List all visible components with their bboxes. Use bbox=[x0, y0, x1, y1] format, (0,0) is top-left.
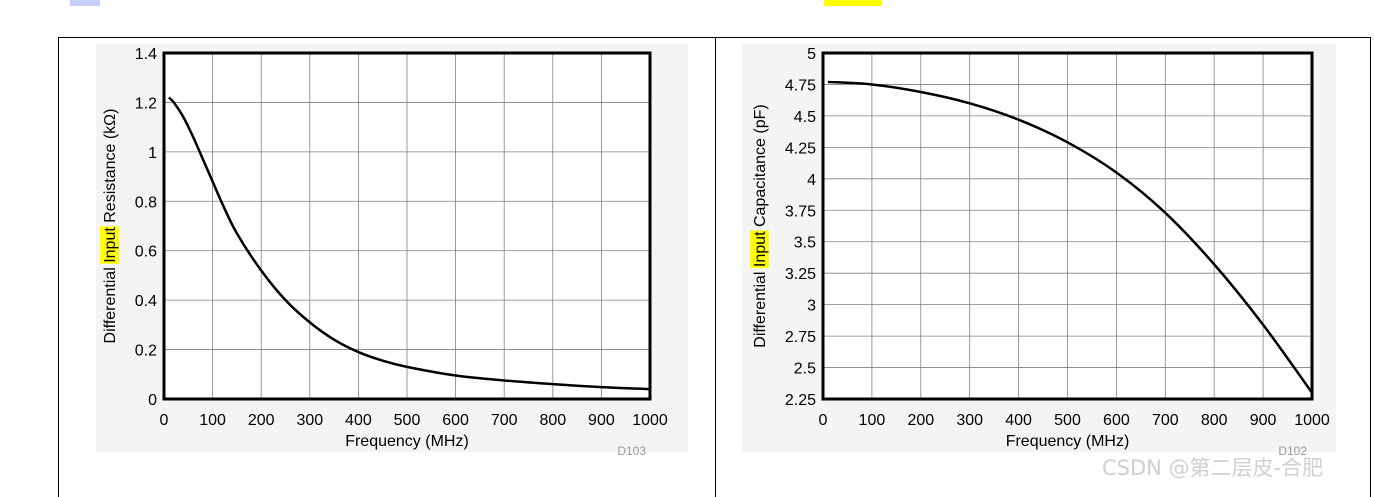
y-tick-label: 2.25 bbox=[785, 392, 816, 409]
y-axis-label-part: Differential bbox=[102, 263, 119, 344]
capacitance-chart: 0 100 200 300 400 500 600 700 800 900 1000 2.25 2.5 2… bbox=[742, 44, 1336, 458]
plot-border bbox=[162, 51, 652, 401]
y-axis-label: Differential Input Resistance (kΩ) bbox=[102, 109, 119, 344]
y-axis-label-group: Differential Input Capacitance (pF) bbox=[750, 104, 769, 348]
x-tick-label: 400 bbox=[1005, 412, 1032, 429]
x-tick-label: 100 bbox=[859, 412, 886, 429]
x-tick-label: 400 bbox=[345, 412, 372, 429]
y-axis-label-highlight bbox=[100, 226, 119, 264]
y-tick-label: 4.75 bbox=[785, 77, 816, 94]
y-tick-label: 4 bbox=[807, 172, 816, 189]
y-tick-label: 2.5 bbox=[794, 361, 816, 378]
x-tick-label: 500 bbox=[394, 412, 421, 429]
x-tick-label: 300 bbox=[956, 412, 983, 429]
x-tick-label: 500 bbox=[1054, 412, 1081, 429]
y-tick-label: 0.4 bbox=[135, 293, 157, 310]
x-tick-label: 600 bbox=[442, 412, 469, 429]
y-tick-label: 2.75 bbox=[785, 329, 816, 346]
x-tick-label: 700 bbox=[491, 412, 518, 429]
y-tick-label: 3.5 bbox=[794, 235, 816, 252]
y-axis-label-group: Differential Input Resistance (kΩ) bbox=[100, 109, 119, 344]
y-tick-label: 0.8 bbox=[135, 194, 157, 211]
figure-divider bbox=[715, 37, 716, 497]
x-tick-label: 900 bbox=[1250, 412, 1277, 429]
x-tick-label: 200 bbox=[248, 412, 275, 429]
x-axis-label: Frequency (MHz) bbox=[1006, 433, 1130, 450]
y-axis-label-part: Capacitance (pF) bbox=[752, 104, 769, 231]
x-tick-label: 0 bbox=[819, 412, 828, 429]
x-tick-label: 800 bbox=[1201, 412, 1228, 429]
x-tick-label: 800 bbox=[539, 412, 566, 429]
y-tick-label: 0.2 bbox=[135, 343, 157, 360]
x-tick-label: 0 bbox=[160, 412, 169, 429]
figure-table-frame bbox=[58, 37, 1371, 497]
top-strip bbox=[0, 0, 1375, 8]
x-tick-label: 100 bbox=[199, 412, 226, 429]
y-tick-label: 1.2 bbox=[135, 95, 157, 112]
plot-border bbox=[821, 51, 1314, 401]
x-tick-label: 200 bbox=[907, 412, 934, 429]
x-tick-label: 700 bbox=[1152, 412, 1179, 429]
y-tick-label: 0 bbox=[148, 392, 157, 409]
x-tick-label: 900 bbox=[588, 412, 615, 429]
figure-code-label: D103 bbox=[617, 444, 646, 458]
series-line bbox=[167, 96, 651, 391]
x-tick-label: 600 bbox=[1103, 412, 1130, 429]
x-tick-label: 1000 bbox=[1294, 412, 1330, 429]
figure-code-label: D102 bbox=[1278, 444, 1307, 458]
x-tick-label: 300 bbox=[296, 412, 323, 429]
cropped-link-text[interactable] bbox=[70, 0, 100, 6]
y-tick-label: 5 bbox=[807, 46, 816, 63]
y-tick-label: 3.25 bbox=[785, 266, 816, 283]
series-line bbox=[827, 80, 1314, 394]
y-axis-label-part: Resistance (kΩ) bbox=[102, 109, 119, 228]
cropped-highlight-mark bbox=[824, 0, 882, 6]
y-tick-label: 1.4 bbox=[135, 46, 157, 63]
y-tick-label: 0.6 bbox=[135, 244, 157, 261]
y-tick-label: 3 bbox=[807, 298, 816, 315]
y-axis-label: Differential Input Capacitance (pF) bbox=[752, 104, 769, 347]
y-tick-label: 4.25 bbox=[785, 140, 816, 157]
resistance-chart: 0 100 200 300 400 500 600 700 800 900 1000 0 0.2 0.4 0… bbox=[96, 44, 688, 458]
y-tick-label: 3.75 bbox=[785, 203, 816, 220]
y-axis-label-highlighted-word: Input bbox=[102, 227, 119, 263]
y-tick-label: 4.5 bbox=[794, 109, 816, 126]
y-axis-label-highlighted-word: Input bbox=[752, 231, 769, 267]
y-tick-label: 1 bbox=[148, 145, 157, 162]
watermark-text: CSDN @第二层皮-合肥 bbox=[1102, 456, 1324, 480]
x-tick-label: 1000 bbox=[632, 412, 668, 429]
y-axis-label-part: Differential bbox=[752, 267, 769, 348]
y-axis-label-highlight bbox=[750, 230, 769, 269]
x-axis-label: Frequency (MHz) bbox=[345, 433, 469, 450]
